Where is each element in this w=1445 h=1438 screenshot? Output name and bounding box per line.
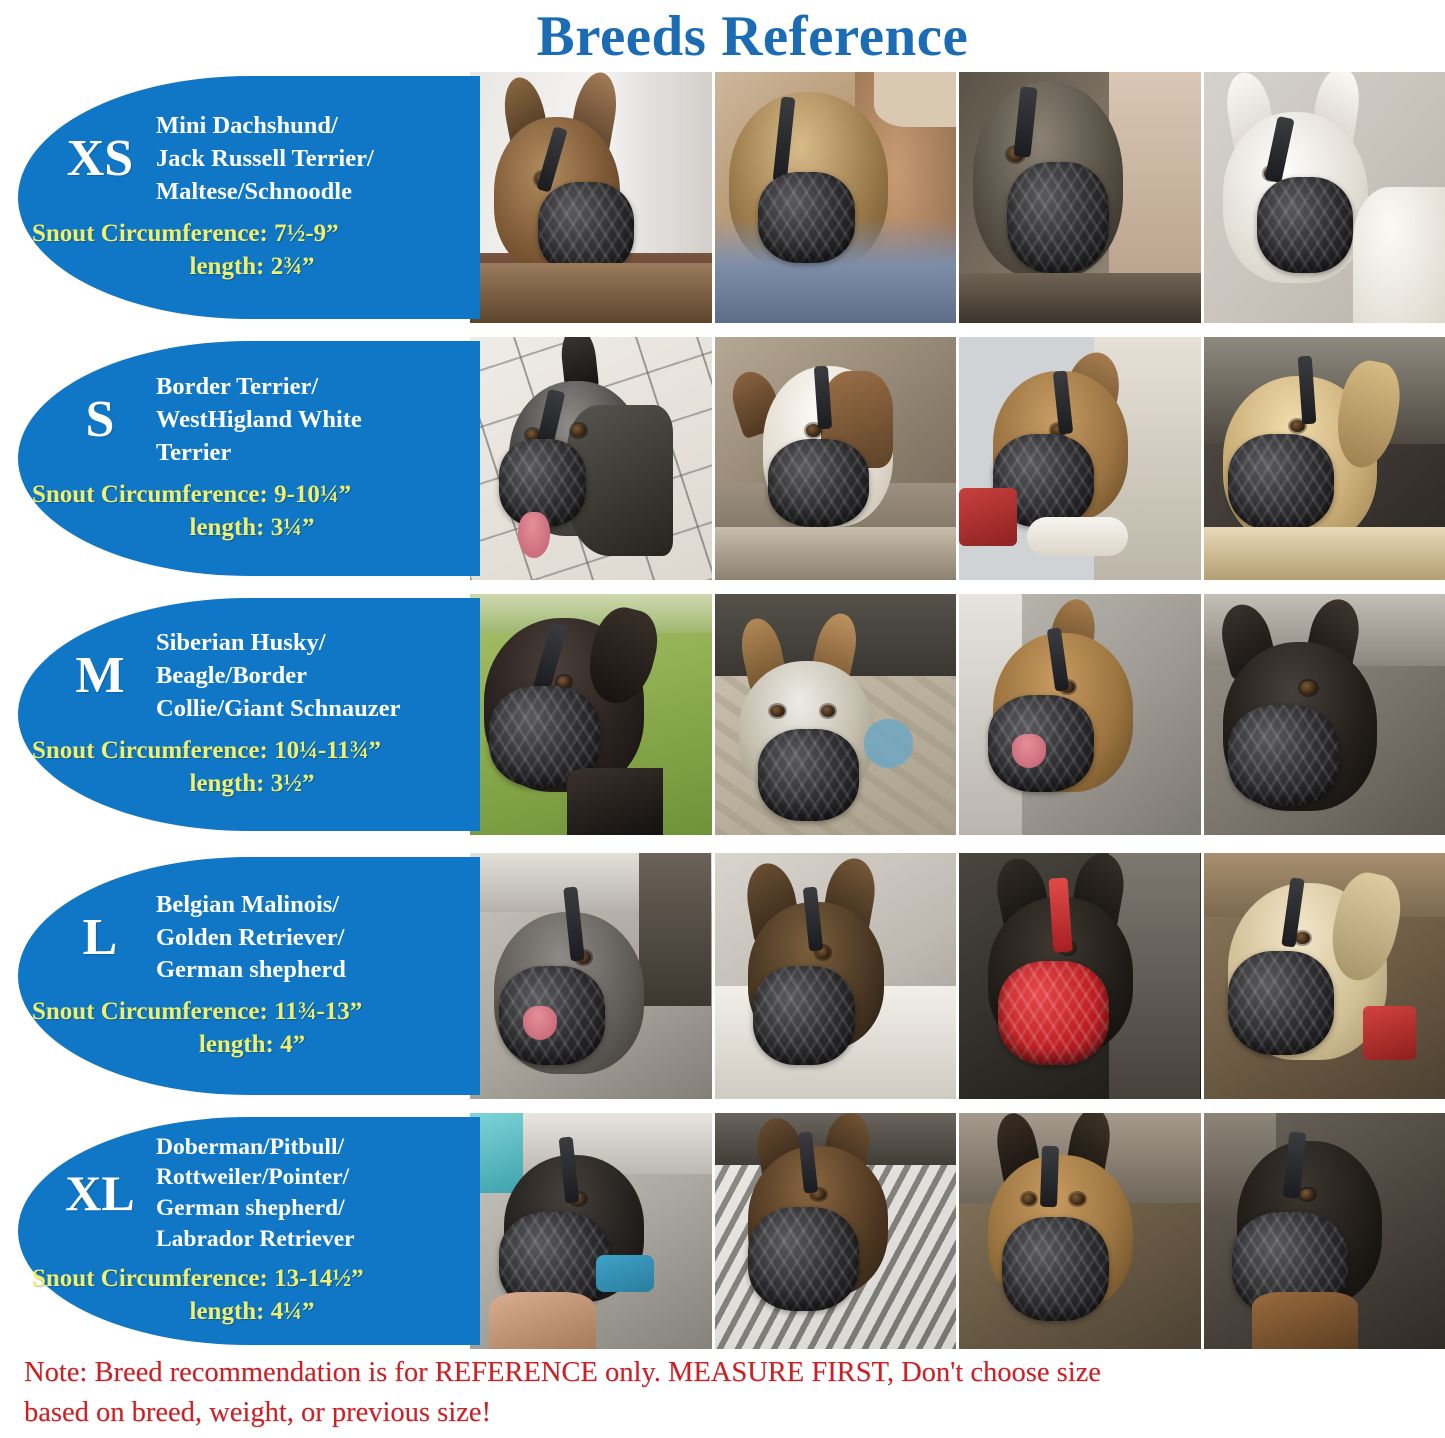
breed-line: Belgian Malinois/ xyxy=(156,890,340,918)
row-gap xyxy=(0,580,1445,594)
size-pill-l: L Belgian Malinois/ Golden Retriever/ Ge… xyxy=(18,857,480,1095)
size-pill-xl: XL Doberman/Pitbull/ Rottweiler/Pointer/… xyxy=(18,1117,480,1345)
muzzle-length-s: length: 3¼” xyxy=(189,513,315,541)
breed-list-l: Belgian Malinois/ Golden Retriever/ Germ… xyxy=(156,889,480,987)
size-row-xl: XL Doberman/Pitbull/ Rottweiler/Pointer/… xyxy=(0,1113,1445,1349)
page-title: Breeds Reference xyxy=(536,4,969,68)
snout-circumference-s: Snout Circumference: 9-10¼” xyxy=(32,480,352,508)
photo-black-labrador-black-muzzle-grass xyxy=(470,594,712,835)
breed-line: German shepherd xyxy=(156,956,346,984)
row-gap xyxy=(0,1099,1445,1113)
measurements-xs: Snout Circumference: 7½-9” length: 2¾” xyxy=(18,217,480,283)
photo-yellow-labrador-black-muzzle xyxy=(1203,853,1445,1099)
photo-scruffy-terrier-black-muzzle xyxy=(959,72,1201,323)
size-pill-s: S Border Terrier/ WestHigland White Terr… xyxy=(18,341,480,576)
size-row-s: S Border Terrier/ WestHigland White Terr… xyxy=(0,337,1445,580)
disclaimer-note: Note: Breed recommendation is for REFERE… xyxy=(24,1353,1429,1432)
photo-black-dog-black-muzzle-closeup xyxy=(1203,594,1445,835)
photo-husky-mix-black-muzzle-rug xyxy=(714,594,956,835)
size-code-m: M xyxy=(75,647,125,705)
measurements-xl: Snout Circumference: 13-14½” length: 4¼” xyxy=(18,1262,480,1328)
breed-line: Labrador Retriever xyxy=(156,1225,355,1252)
photo-german-shepherd-mix-black-muzzle-indoor xyxy=(470,72,712,323)
measurements-l: Snout Circumference: 11¾-13” length: 4” xyxy=(18,995,480,1061)
size-pill-xs: XS Mini Dachshund/ Jack Russell Terrier/… xyxy=(18,76,480,319)
photo-strip-xl xyxy=(470,1113,1445,1349)
photo-grey-pitbull-black-muzzle-indoor xyxy=(470,853,712,1099)
chart-header: Breeds Reference xyxy=(0,0,1445,72)
size-pill-m: M Siberian Husky/ Beagle/Border Collie/G… xyxy=(18,598,480,831)
breed-line: WestHigland White xyxy=(156,406,362,434)
breed-line: Golden Retriever/ xyxy=(156,923,345,951)
photo-tan-shepherd-black-muzzle-outdoor xyxy=(959,594,1201,835)
photo-white-shepherd-black-muzzle xyxy=(1203,72,1445,323)
breed-line: Maltese/Schnoodle xyxy=(156,177,352,205)
breed-line: Rottweiler/Pointer/ xyxy=(156,1164,350,1191)
photo-black-dog-red-muzzle xyxy=(959,853,1201,1099)
photo-golden-retriever-black-muzzle xyxy=(1203,337,1445,580)
muzzle-length-xs: length: 2¾” xyxy=(189,252,315,280)
photo-tan-puppy-black-muzzle-pink-collar xyxy=(959,337,1201,580)
snout-circumference-xs: Snout Circumference: 7½-9” xyxy=(32,219,339,247)
breed-list-xl: Doberman/Pitbull/ Rottweiler/Pointer/ Ge… xyxy=(156,1132,480,1254)
muzzle-length-l: length: 4” xyxy=(198,1031,306,1059)
measurements-m: Snout Circumference: 10¼-11¾” length: 3½… xyxy=(18,734,480,800)
disclaimer-line-2: based on breed, weight, or previous size… xyxy=(24,1396,491,1428)
size-rows-container: XS Mini Dachshund/ Jack Russell Terrier/… xyxy=(0,72,1445,1349)
size-row-xs: XS Mini Dachshund/ Jack Russell Terrier/… xyxy=(0,72,1445,323)
photo-black-pitbull-black-muzzle-held xyxy=(470,1113,712,1349)
breed-line: Jack Russell Terrier/ xyxy=(156,145,374,173)
photo-fluffy-pomeranian-black-muzzle-held xyxy=(714,72,956,323)
photo-brindle-pitbull-black-muzzle-rug xyxy=(714,1113,956,1349)
photo-strip-xs xyxy=(470,72,1445,323)
breed-list-xs: Mini Dachshund/ Jack Russell Terrier/ Ma… xyxy=(156,110,480,208)
muzzle-length-xl: length: 4¼” xyxy=(189,1298,315,1326)
photo-strip-s xyxy=(470,337,1445,580)
breed-line: Terrier xyxy=(156,438,232,466)
breed-list-m: Siberian Husky/ Beagle/Border Collie/Gia… xyxy=(156,627,480,725)
breed-line: Beagle/Border xyxy=(156,662,308,690)
photo-blue-heeler-black-muzzle-tile-floor xyxy=(470,337,712,580)
breed-line: Mini Dachshund/ xyxy=(156,112,338,140)
breed-line: Collie/Giant Schnauzer xyxy=(156,694,401,722)
photo-white-brown-terrier-black-muzzle xyxy=(714,337,956,580)
size-row-l: L Belgian Malinois/ Golden Retriever/ Ge… xyxy=(0,853,1445,1099)
photo-belgian-malinois-black-muzzle xyxy=(959,1113,1201,1349)
breed-list-s: Border Terrier/ WestHigland White Terrie… xyxy=(156,371,480,469)
snout-circumference-xl: Snout Circumference: 13-14½” xyxy=(32,1265,364,1293)
size-code-xl: XL xyxy=(65,1165,135,1221)
row-gap xyxy=(0,323,1445,337)
row-gap xyxy=(0,835,1445,853)
measurements-s: Snout Circumference: 9-10¼” length: 3¼” xyxy=(18,478,480,544)
photo-strip-l xyxy=(470,853,1445,1099)
breed-line: German shepherd/ xyxy=(156,1195,345,1221)
photo-doberman-black-muzzle xyxy=(1203,1113,1445,1349)
breed-line: Doberman/Pitbull/ xyxy=(156,1133,345,1160)
size-row-m: M Siberian Husky/ Beagle/Border Collie/G… xyxy=(0,594,1445,835)
snout-circumference-m: Snout Circumference: 10¼-11¾” xyxy=(32,736,382,764)
photo-strip-m xyxy=(470,594,1445,835)
size-code-l: L xyxy=(82,908,118,966)
muzzle-length-m: length: 3½” xyxy=(189,769,315,797)
breed-line: Border Terrier/ xyxy=(156,373,319,401)
breed-line: Siberian Husky/ xyxy=(156,629,326,657)
disclaimer-line-1: Note: Breed recommendation is for REFERE… xyxy=(24,1357,1101,1389)
size-code-xs: XS xyxy=(66,130,134,188)
size-code-s: S xyxy=(85,391,115,449)
snout-circumference-l: Snout Circumference: 11¾-13” xyxy=(32,998,363,1026)
photo-french-bulldog-black-muzzle xyxy=(714,853,956,1099)
